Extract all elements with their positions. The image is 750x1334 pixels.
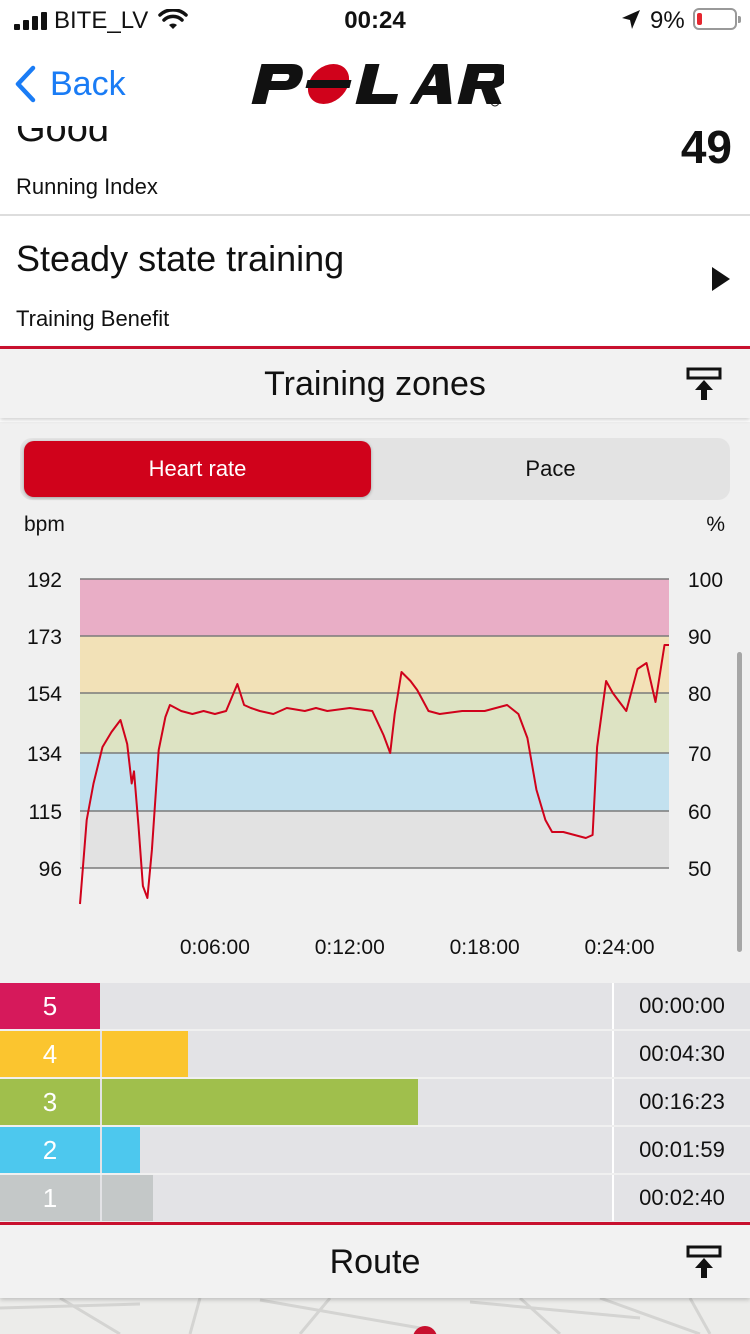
chevron-left-icon	[15, 65, 36, 103]
running-index-value: 49	[680, 126, 732, 173]
zone-row-5: 5 00:00:00	[0, 983, 750, 1029]
training-benefit-label: Training Benefit	[16, 306, 170, 331]
expand-section-icon[interactable]	[686, 1244, 722, 1280]
zone-number: 1	[0, 1175, 100, 1221]
zone-band-2	[80, 753, 669, 811]
tab-pace[interactable]: Pace	[525, 456, 576, 481]
x-tick: 0:18:00	[450, 936, 520, 959]
zone-divider	[612, 1079, 614, 1125]
zone-row-3: 3 00:16:23	[0, 1079, 750, 1125]
y-tick-right: 80	[688, 683, 711, 706]
training-benefit-row[interactable]: Steady state training Training Benefit	[0, 216, 750, 346]
svg-text:R: R	[493, 100, 497, 106]
running-index-label: Running Index	[16, 174, 158, 199]
y-tick-left: 96	[39, 858, 62, 881]
zone-time-bar	[102, 1079, 418, 1125]
y-tick-left: 154	[27, 683, 62, 706]
y-tick-left: 192	[27, 569, 62, 592]
battery-icon	[693, 8, 741, 30]
running-index-row: Good 49 Running Index	[0, 126, 750, 216]
signal-icon	[14, 12, 48, 30]
map-roads-graphic	[0, 1298, 712, 1334]
y-tick-right: 70	[688, 743, 711, 766]
heart-rate-chart: bpm% 192 173 154 134 115 96 100 90 80 70 60 50 0:06:0…	[0, 507, 750, 977]
zone-row-4: 4 00:04:30	[0, 1031, 750, 1077]
scroll-indicator[interactable]	[737, 652, 742, 952]
collapse-section-icon[interactable]	[686, 366, 722, 402]
status-bar: BITE_LV 00:24 9%	[0, 0, 750, 42]
y-tick-right: 60	[688, 801, 711, 824]
zone-time-bar	[102, 1127, 140, 1173]
y-axis-unit-right: %	[706, 513, 725, 536]
zone-band-5	[80, 579, 669, 636]
zone-divider	[612, 983, 614, 1029]
route-header[interactable]: Route	[0, 1222, 750, 1298]
heart-rate-chart-svg: bpm % 192 173 154 134 115 96 100 90 80 70 60 50 0:06:0…	[24, 513, 725, 959]
y-tick-left: 115	[29, 801, 62, 824]
wifi-icon	[158, 9, 188, 29]
zone-number: 3	[0, 1079, 100, 1125]
zone-duration: 00:00:00	[639, 993, 725, 1018]
zone-band-4	[80, 636, 669, 693]
carrier-name: BITE_LV	[54, 7, 149, 34]
y-tick-left: 134	[27, 743, 62, 766]
zone-divider	[612, 1175, 614, 1221]
location-arrow-icon	[622, 10, 640, 29]
training-benefit-value: Steady state training	[16, 238, 345, 279]
y-tick-right: 90	[688, 626, 711, 649]
zone-row-2: 2 00:01:59	[0, 1127, 750, 1173]
y-tick-left: 173	[27, 626, 62, 649]
back-button[interactable]: Back	[14, 60, 126, 108]
back-label: Back	[50, 64, 126, 103]
running-index-rating: Good	[16, 126, 109, 150]
zone-band-3	[80, 693, 669, 753]
y-tick-right: 50	[688, 858, 711, 881]
zone-number: 4	[0, 1031, 100, 1077]
zone-type-segmented-control: Heart rate Pace	[20, 438, 730, 500]
x-tick: 0:24:00	[585, 936, 655, 959]
y-tick-right: 100	[688, 569, 723, 592]
zone-duration: 00:16:23	[639, 1089, 725, 1114]
section-title: Training zones	[264, 365, 486, 403]
nav-bar: Back R	[0, 42, 750, 126]
route-map-preview[interactable]	[0, 1298, 750, 1334]
x-tick: 0:06:00	[180, 936, 250, 959]
zone-divider	[612, 1127, 614, 1173]
zone-duration: 00:02:40	[639, 1185, 725, 1210]
zone-duration: 00:01:59	[639, 1137, 725, 1162]
clock: 00:24	[344, 7, 406, 34]
x-tick: 0:12:00	[315, 936, 385, 959]
zone-time-bar	[102, 1031, 188, 1077]
zone-duration: 00:04:30	[639, 1041, 725, 1066]
zone-number: 5	[0, 983, 100, 1029]
zone-row-1: 1 00:02:40	[0, 1175, 750, 1221]
zone-band-1	[80, 811, 669, 868]
polar-logo: R	[251, 64, 504, 107]
heart-rate-line	[79, 644, 669, 905]
zone-divider	[612, 1031, 614, 1077]
battery-percentage: 9%	[650, 7, 685, 34]
tab-heart-rate[interactable]: Heart rate	[24, 441, 371, 497]
disclosure-triangle-icon	[712, 267, 730, 291]
route-title: Route	[329, 1243, 421, 1281]
zone-time-bar	[102, 1175, 153, 1221]
y-axis-unit-left: bpm	[24, 513, 65, 536]
zone-number: 2	[0, 1127, 100, 1173]
training-zones-header[interactable]: Training zones	[0, 346, 750, 418]
